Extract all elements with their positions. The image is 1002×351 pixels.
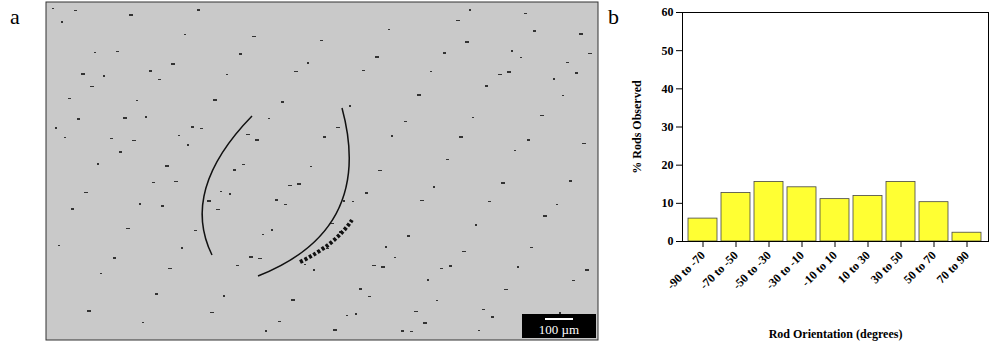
svg-text:60: 60: [662, 5, 674, 19]
svg-text:50 to 70: 50 to 70: [901, 248, 939, 286]
svg-text:-10 to 10: -10 to 10: [799, 248, 840, 289]
svg-text:100 µm: 100 µm: [539, 322, 579, 337]
html-text:b: b: [608, 4, 619, 29]
svg-text:-90 to -70: -90 to -70: [664, 248, 708, 293]
svg-text:-50 to -30: -50 to -30: [730, 248, 774, 293]
svg-text:-70 to -50: -70 to -50: [697, 248, 741, 293]
svg-text:-30 to -10: -30 to -10: [763, 248, 807, 292]
svg-text:10: 10: [662, 196, 674, 210]
svg-text:% Rods Observed: % Rods Observed: [630, 80, 644, 174]
svg-text:Rod Orientation (degrees): Rod Orientation (degrees): [769, 327, 903, 341]
svg-text:40: 40: [662, 82, 674, 96]
svg-text:30: 30: [662, 120, 674, 134]
svg-text:70 to 90: 70 to 90: [934, 248, 972, 286]
svg-text:30 to 50: 30 to 50: [868, 248, 906, 286]
svg-text:50: 50: [662, 44, 674, 58]
html-text:a: a: [10, 4, 20, 29]
svg-text:20: 20: [662, 158, 674, 172]
svg-text:0: 0: [668, 234, 674, 248]
svg-text:10 to 30: 10 to 30: [835, 248, 873, 286]
